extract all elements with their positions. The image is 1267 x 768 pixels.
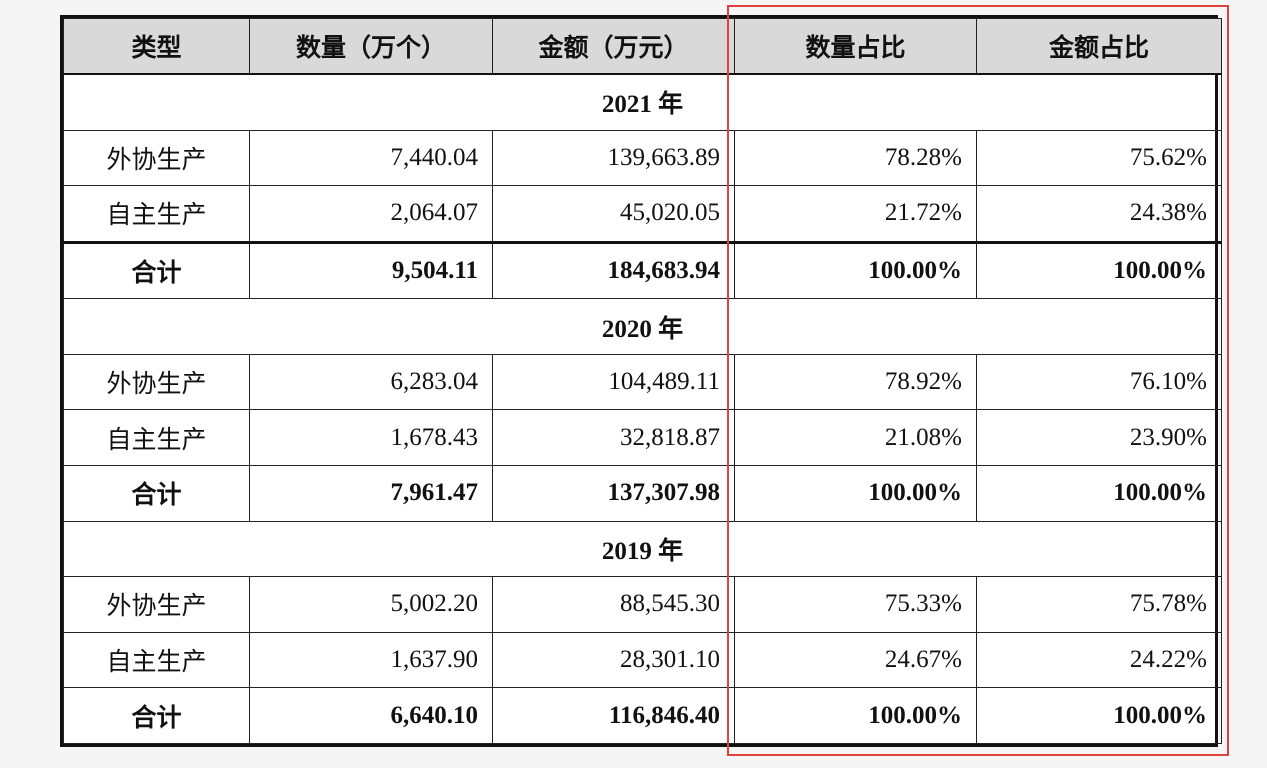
row-amount-share: 23.90% — [976, 409, 1222, 467]
row-amount: 32,818.87 — [492, 409, 735, 467]
row-quantity-share: 78.28% — [734, 129, 977, 187]
table-row: 自主生产 2,064.07 45,020.05 21.72% 24.38% — [63, 185, 1222, 243]
row-quantity: 1,678.43 — [249, 409, 493, 467]
table-row: 外协生产 5,002.20 88,545.30 75.33% 75.78% — [63, 576, 1222, 633]
header-quantity: 数量（万个） — [249, 18, 493, 75]
production-data-table: 类型 数量（万个） 金额（万元） 数量占比 金额占比 2021 年 外协生产 7… — [63, 18, 1222, 744]
row-amount: 88,545.30 — [492, 576, 735, 633]
total-quantity: 7,961.47 — [249, 465, 493, 522]
header-type: 类型 — [63, 18, 250, 75]
row-type: 外协生产 — [63, 576, 250, 633]
row-quantity-share: 78.92% — [734, 353, 977, 411]
row-amount-share: 24.38% — [976, 185, 1222, 243]
row-quantity: 6,283.04 — [249, 353, 493, 411]
header-amount-share: 金额占比 — [976, 18, 1222, 75]
row-type: 自主生产 — [63, 409, 250, 467]
table-header-row: 类型 数量（万个） 金额（万元） 数量占比 金额占比 — [63, 18, 1222, 75]
total-quantity: 6,640.10 — [249, 687, 493, 744]
header-amount: 金额（万元） — [492, 18, 735, 75]
row-quantity: 2,064.07 — [249, 185, 493, 243]
total-row: 合计 9,504.11 184,683.94 100.00% 100.00% — [63, 240, 1222, 300]
row-amount-share: 24.22% — [976, 631, 1222, 689]
year-label: 2020 年 — [63, 298, 1222, 355]
row-amount-share: 75.78% — [976, 576, 1222, 633]
row-quantity: 1,637.90 — [249, 631, 493, 689]
total-quantity-share: 100.00% — [734, 465, 977, 522]
data-table-container: 类型 数量（万个） 金额（万元） 数量占比 金额占比 2021 年 外协生产 7… — [60, 15, 1222, 747]
row-type: 自主生产 — [63, 631, 250, 689]
total-type: 合计 — [63, 687, 250, 744]
table-row: 自主生产 1,678.43 32,818.87 21.08% 23.90% — [63, 409, 1222, 467]
total-type: 合计 — [63, 465, 250, 522]
total-amount-share: 100.00% — [976, 465, 1222, 522]
total-quantity-share: 100.00% — [734, 240, 977, 300]
table-row: 自主生产 1,637.90 28,301.10 24.67% 24.22% — [63, 631, 1222, 689]
row-type: 自主生产 — [63, 185, 250, 243]
row-amount-share: 76.10% — [976, 353, 1222, 411]
year-row: 2020 年 — [63, 298, 1222, 355]
row-amount: 139,663.89 — [492, 129, 735, 187]
year-label: 2019 年 — [63, 520, 1222, 578]
total-amount: 116,846.40 — [492, 687, 735, 744]
total-row: 合计 7,961.47 137,307.98 100.00% 100.00% — [63, 465, 1222, 522]
row-amount: 28,301.10 — [492, 631, 735, 689]
table-row: 外协生产 6,283.04 104,489.11 78.92% 76.10% — [63, 353, 1222, 411]
row-quantity: 5,002.20 — [249, 576, 493, 633]
total-quantity: 9,504.11 — [249, 240, 493, 300]
total-amount: 184,683.94 — [492, 240, 735, 300]
row-quantity-share: 75.33% — [734, 576, 977, 633]
row-quantity-share: 21.72% — [734, 185, 977, 243]
year-label: 2021 年 — [63, 73, 1222, 131]
row-quantity-share: 21.08% — [734, 409, 977, 467]
row-amount-share: 75.62% — [976, 129, 1222, 187]
row-type: 外协生产 — [63, 353, 250, 411]
year-row: 2019 年 — [63, 520, 1222, 578]
row-type: 外协生产 — [63, 129, 250, 187]
header-quantity-share: 数量占比 — [734, 18, 977, 75]
total-row: 合计 6,640.10 116,846.40 100.00% 100.00% — [63, 687, 1222, 744]
table-row: 外协生产 7,440.04 139,663.89 78.28% 75.62% — [63, 129, 1222, 187]
total-quantity-share: 100.00% — [734, 687, 977, 744]
total-amount-share: 100.00% — [976, 687, 1222, 744]
total-type: 合计 — [63, 240, 250, 300]
year-row: 2021 年 — [63, 73, 1222, 131]
row-quantity-share: 24.67% — [734, 631, 977, 689]
row-quantity: 7,440.04 — [249, 129, 493, 187]
total-amount-share: 100.00% — [976, 240, 1222, 300]
total-amount: 137,307.98 — [492, 465, 735, 522]
row-amount: 45,020.05 — [492, 185, 735, 243]
row-amount: 104,489.11 — [492, 353, 735, 411]
